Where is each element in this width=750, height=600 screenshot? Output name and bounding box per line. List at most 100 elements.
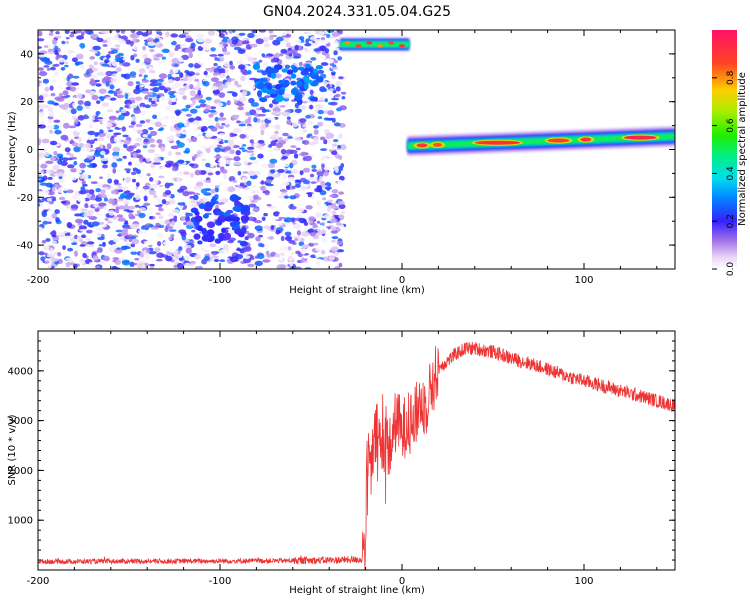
cluster-speckle [240,241,248,246]
noise-speckle [79,244,86,247]
noise-speckle [168,229,177,232]
noise-speckle [304,43,312,47]
noise-speckle [97,117,104,120]
noise-speckle [329,88,334,92]
noise-speckle [138,68,146,74]
noise-speckle [274,262,280,266]
noise-speckle [148,244,153,248]
noise-speckle [207,30,216,36]
noise-speckle [257,139,265,144]
noise-speckle [122,155,127,159]
noise-speckle [203,70,208,76]
noise-speckle [108,209,115,216]
noise-speckle [320,37,326,41]
noise-speckle [216,102,224,107]
noise-speckle [279,246,289,252]
noise-speckle [54,129,62,135]
noise-speckle [139,207,147,211]
noise-speckle [185,216,191,223]
noise-speckle [146,173,151,177]
noise-speckle [155,30,162,33]
noise-speckle [320,180,325,187]
noise-speckle [234,80,239,86]
noise-speckle [164,219,170,225]
noise-speckle [307,196,313,201]
noise-speckle [129,71,137,77]
noise-speckle [181,130,190,135]
y-tick-label: -20 [17,193,33,204]
noise-speckle [295,183,301,188]
noise-speckle [223,61,230,67]
noise-speckle [120,108,127,114]
noise-speckle [165,31,170,37]
noise-speckle [175,133,181,137]
noise-speckle [338,214,344,219]
noise-speckle [51,156,56,161]
noise-speckle [89,92,95,96]
noise-speckle [219,33,225,38]
noise-speckle [333,122,341,127]
noise-speckle [178,246,183,251]
noise-speckle [170,33,178,38]
noise-speckle [48,112,55,117]
noise-speckle [100,150,106,156]
noise-speckle [243,257,252,264]
cluster-speckle [270,72,277,79]
noise-speckle [195,105,201,109]
cluster-speckle [278,79,285,84]
noise-speckle [109,97,117,101]
noise-speckle [80,65,86,70]
noise-speckle [185,212,193,217]
noise-speckle [193,154,198,159]
noise-speckle [129,139,136,146]
noise-speckle [252,207,260,212]
noise-speckle [306,257,313,264]
noise-speckle [46,125,55,129]
noise-speckle [338,191,344,195]
noise-speckle [157,78,165,82]
noise-speckle [320,39,329,45]
noise-speckle [39,50,48,55]
cluster-speckle [232,205,242,212]
noise-speckle [217,159,225,163]
colorbar-tick-label: 0.2 [726,214,736,228]
noise-speckle [60,134,69,141]
noise-speckle [74,250,78,257]
noise-speckle [238,64,246,70]
noise-speckle [223,51,231,56]
noise-speckle [263,212,268,217]
noise-speckle [221,30,227,33]
noise-speckle [336,240,344,246]
noise-speckle [123,73,131,80]
noise-speckle [290,49,298,55]
noise-speckle [153,157,162,163]
noise-speckle [155,53,164,58]
noise-speckle [295,199,302,202]
noise-speckle [284,64,291,70]
noise-speckle [185,48,193,54]
noise-speckle [338,253,345,256]
noise-speckle [76,181,83,186]
noise-speckle [277,223,283,226]
noise-speckle [120,245,128,251]
snr-xlabel: Height of straight line (km) [289,585,425,596]
snr-ylabel: SNR (10 * v/v) [7,414,18,485]
noise-speckle [279,53,284,57]
noise-speckle [217,245,223,249]
noise-speckle [233,162,242,166]
noise-speckle [214,147,222,153]
noise-speckle [238,71,243,77]
y-tick-label: -40 [17,241,33,252]
noise-speckle [319,136,326,141]
noise-speckle [338,262,343,268]
noise-speckle [246,197,254,201]
spectrogram-ylabel: Frequency (Hz) [7,111,18,187]
noise-speckle [48,32,54,37]
noise-speckle [285,235,292,242]
noise-speckle [195,30,201,35]
noise-speckle [70,168,78,173]
noise-speckle [42,217,52,222]
noise-speckle [114,259,122,266]
noise-speckle [106,230,110,237]
noise-speckle [88,189,95,195]
